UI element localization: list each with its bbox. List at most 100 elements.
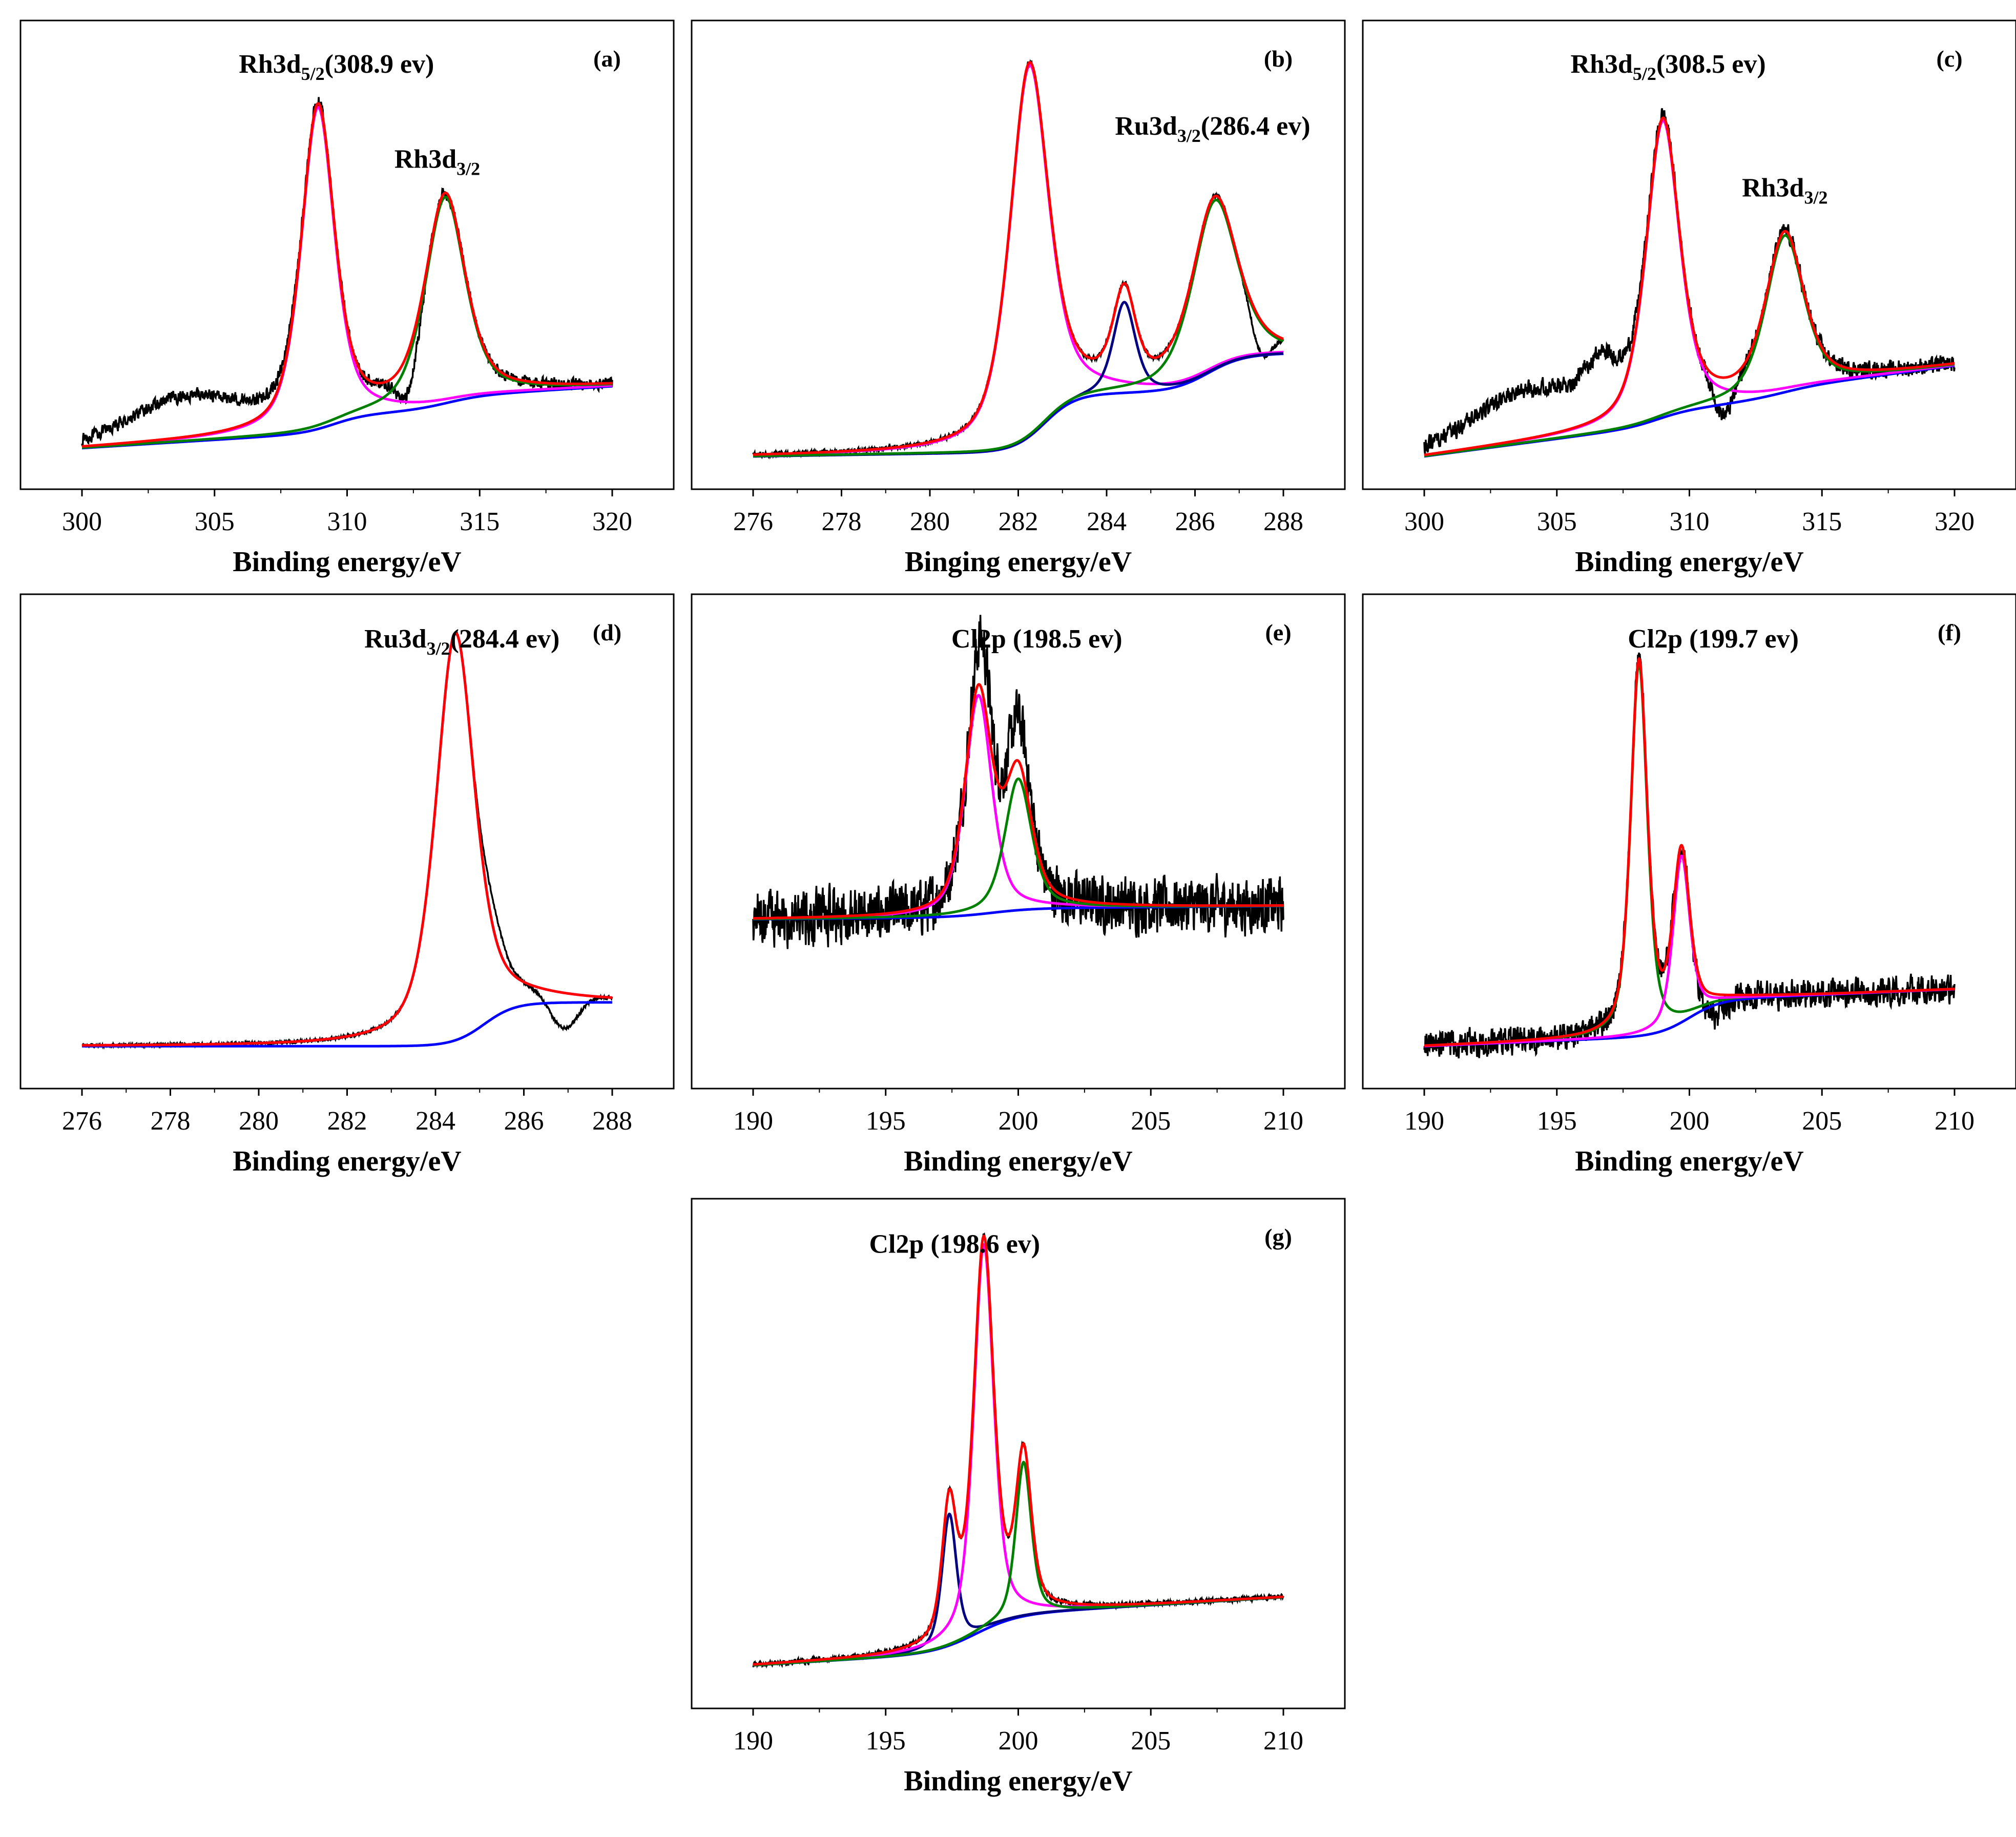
- x-tick-label: 320: [592, 507, 632, 536]
- x-tick-label: 276: [62, 1107, 102, 1136]
- series-experimental: [81, 97, 613, 447]
- x-tick-label: 280: [910, 507, 950, 536]
- x-tick-label: 195: [866, 1726, 906, 1756]
- x-tick-label: 300: [1404, 507, 1444, 536]
- x-tick-label: 315: [1802, 507, 1842, 536]
- x-tick-label: 190: [1404, 1107, 1444, 1136]
- x-tick-label: 210: [1263, 1726, 1303, 1756]
- series-envelope: [753, 61, 1284, 456]
- x-tick-label: 280: [239, 1107, 279, 1136]
- series-background: [82, 1001, 612, 1048]
- panel-a: 300 305 310 315 320 Binding energy/eV (a) Rh3d5…: [15, 19, 681, 584]
- panel-b: 276 278 280 282 284 286 288 Binging energy/eV (b…: [687, 19, 1353, 584]
- panel-d: 276 278 280 282 284 286 288 Binding energy/eV (d…: [15, 593, 681, 1194]
- x-tick-label: 286: [504, 1107, 544, 1136]
- x-tick-label: 282: [999, 507, 1038, 536]
- panel-e: 190 195 200 205 210 Binding energy/eV (e) Cl2p …: [687, 593, 1353, 1194]
- panel-c: 300 305 310 315 320 Binding energy/eV (c) Rh3d5…: [1358, 19, 2016, 584]
- series-envelope: [753, 683, 1283, 920]
- x-axis-label: Binding energy/eV: [904, 1765, 1132, 1797]
- x-tick-label: 284: [1087, 507, 1127, 536]
- x-tick-label: 278: [151, 1107, 191, 1136]
- x-axis-label: Binding energy/eV: [233, 1145, 461, 1177]
- panel-f: 190 195 200 205 210 Binding energy/eV (f) Cl2p …: [1358, 593, 2016, 1194]
- x-tick-label: 200: [999, 1107, 1038, 1136]
- plot-frame: [691, 19, 1346, 490]
- series-experimental: [752, 615, 1284, 949]
- series-peak-cl-a: [753, 1512, 1284, 1666]
- x-axis-label: Binding energy/eV: [1575, 546, 1803, 578]
- x-tick-label: 205: [1131, 1726, 1171, 1756]
- x-tick-label: 300: [62, 507, 102, 536]
- chart-e: 190 195 200 205 210 Binding energy/eV (e) Cl2p …: [691, 593, 1346, 1177]
- x-tick-label: 310: [1670, 507, 1710, 536]
- x-tick-label: 205: [1802, 1107, 1842, 1136]
- x-tick-label: 282: [327, 1107, 367, 1136]
- peak-annotation: Ru3d3/2(284.4 ev): [364, 624, 559, 659]
- series-peak-cl2p3-2: [753, 694, 1283, 920]
- x-tick-label: 315: [460, 507, 500, 536]
- x-tick-label: 210: [1935, 1107, 1975, 1136]
- peak-annotation: Cl2p (199.7 ev): [1628, 624, 1799, 654]
- panel-label: (d): [593, 619, 621, 645]
- x-tick-label: 200: [999, 1726, 1038, 1756]
- series-peak-rh3d5-2: [82, 106, 613, 448]
- x-axis-label: Binging energy/eV: [905, 546, 1132, 578]
- panel-label: (c): [1936, 46, 1962, 72]
- peak-annotation: Cl2p (198.6 ev): [869, 1229, 1040, 1259]
- x-tick-label: 276: [733, 507, 773, 536]
- x-axis-label: Binding energy/eV: [233, 546, 461, 578]
- x-tick-label: 278: [822, 507, 862, 536]
- series-peak-ru3d3-2: [753, 199, 1284, 457]
- series-envelope: [1424, 657, 1955, 1047]
- x-tick-label: 288: [1263, 507, 1303, 536]
- x-tick-label: 195: [866, 1107, 906, 1136]
- panel-label: (a): [593, 46, 621, 72]
- panel-g: 190 195 200 205 210 Binding energy/eV (g) Cl2p …: [687, 1198, 1353, 1813]
- panel-label: (b): [1264, 46, 1293, 72]
- x-tick-label: 195: [1537, 1107, 1577, 1136]
- x-tick-label: 286: [1175, 507, 1215, 536]
- chart-d: 276 278 280 282 284 286 288 Binding energy/eV (d…: [19, 593, 675, 1177]
- plot-frame: [691, 593, 1346, 1090]
- x-tick-label: 305: [1537, 507, 1577, 536]
- chart-f: 190 195 200 205 210 Binding energy/eV (f) Cl2p …: [1362, 593, 2016, 1177]
- series-peak-cl2p1-2: [753, 1460, 1283, 1667]
- plot-frame: [1362, 19, 2016, 490]
- series-envelope: [82, 632, 612, 1047]
- x-tick-label: 210: [1263, 1107, 1303, 1136]
- x-axis-label: Binding energy/eV: [904, 1145, 1132, 1177]
- chart-g: 190 195 200 205 210 Binding energy/eV (g) Cl2p …: [691, 1198, 1346, 1797]
- x-tick-label: 288: [592, 1107, 632, 1136]
- peak-annotation: Rh3d5/2(308.5 ev): [1571, 50, 1766, 84]
- series-experimental: [1423, 652, 1956, 1059]
- panel-label: (e): [1265, 619, 1291, 645]
- chart-c: 300 305 310 315 320 Binding energy/eV (c) Rh3d5…: [1362, 19, 2016, 578]
- series-envelope: [753, 1234, 1284, 1666]
- x-tick-label: 284: [415, 1107, 455, 1136]
- peak-annotation: Ru3d3/2(286.4 ev): [1115, 112, 1310, 146]
- series-experimental: [1423, 108, 1956, 454]
- series-peak-rh3d3-2: [82, 196, 612, 449]
- series-envelope: [81, 102, 612, 448]
- chart-a: 300 305 310 315 320 Binding energy/eV (a) Rh3d5…: [19, 19, 675, 578]
- series-peak-rh3d3-2: [1424, 234, 1955, 457]
- x-tick-label: 305: [195, 507, 235, 536]
- peak-annotation: Cl2p (198.5 ev): [951, 624, 1123, 654]
- x-axis-label: Binding energy/eV: [1575, 1145, 1803, 1177]
- panel-label: (g): [1264, 1224, 1292, 1250]
- x-tick-label: 205: [1131, 1107, 1171, 1136]
- chart-b: 276 278 280 282 284 286 288 Binging energy/eV (b…: [691, 19, 1346, 578]
- x-tick-label: 320: [1935, 507, 1975, 536]
- peak-annotation: Rh3d3/2: [1742, 174, 1827, 208]
- plot-frame: [1362, 593, 2016, 1090]
- series-peak-cl2p3-2: [1424, 661, 1955, 1047]
- peak-annotation: Rh3d3/2: [394, 144, 480, 179]
- plot-frame: [19, 593, 675, 1090]
- x-tick-label: 200: [1670, 1107, 1710, 1136]
- plot-frame: [691, 1198, 1346, 1709]
- series-peak-ru3d5-2: [753, 301, 1284, 458]
- x-tick-label: 190: [733, 1726, 773, 1756]
- series-envelope: [1424, 116, 1955, 456]
- peak-annotation: Rh3d5/2(308.9 ev): [239, 50, 434, 84]
